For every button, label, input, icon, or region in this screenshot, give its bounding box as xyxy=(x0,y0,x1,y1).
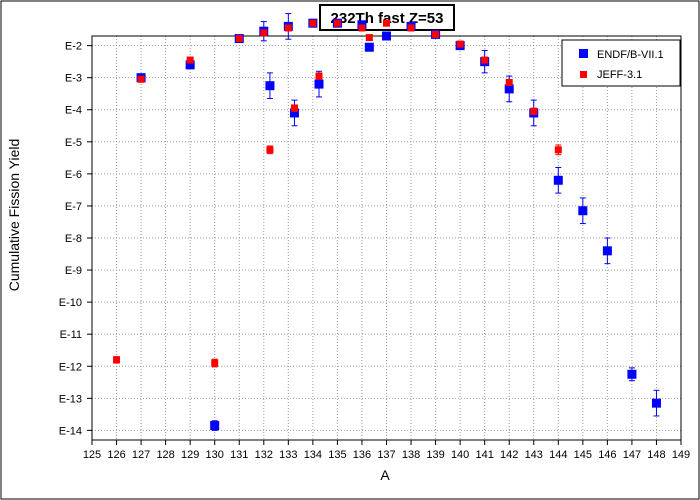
data-point xyxy=(315,72,323,80)
x-tick-label: 128 xyxy=(156,449,174,461)
x-tick-label: 137 xyxy=(377,449,395,461)
x-tick-label: 131 xyxy=(230,449,248,461)
data-point xyxy=(505,78,513,86)
data-point xyxy=(289,108,299,118)
data-point xyxy=(284,24,292,32)
data-layer xyxy=(113,13,661,431)
y-tick-label: E-6 xyxy=(65,169,82,181)
data-point xyxy=(382,31,391,41)
data-point xyxy=(137,75,145,83)
x-tick-label: 149 xyxy=(672,449,690,461)
x-tick-label: 126 xyxy=(107,449,125,461)
legend-box xyxy=(561,39,681,87)
data-point xyxy=(266,146,274,154)
data-point xyxy=(211,359,219,367)
x-tick-label: 143 xyxy=(525,449,543,461)
x-tick-label: 135 xyxy=(328,449,346,461)
y-tick-label: E-7 xyxy=(65,201,82,213)
data-point xyxy=(530,107,538,115)
x-tick-label: 136 xyxy=(353,449,371,461)
data-point xyxy=(383,19,390,27)
data-point xyxy=(235,35,243,43)
data-point xyxy=(456,40,464,48)
x-tick-label: 141 xyxy=(475,449,493,461)
y-tick-label: E-3 xyxy=(65,73,82,85)
data-point xyxy=(481,56,489,64)
y-tick-label: E-10 xyxy=(59,297,82,309)
data-point xyxy=(407,24,415,32)
y-tick-label: E-11 xyxy=(60,329,82,341)
legend-label-jeff: JEFF-3.1 xyxy=(597,69,642,81)
data-point xyxy=(210,421,220,431)
data-point xyxy=(113,356,121,364)
tick-layer: 125 126 127 128 129 130 131 132 133 134 135 136 137 1… xyxy=(59,41,690,461)
data-point xyxy=(314,79,324,89)
data-point xyxy=(309,19,317,27)
x-tick-label: 127 xyxy=(132,449,150,461)
y-tick-label: E-14 xyxy=(59,425,82,437)
y-tick-label: E-4 xyxy=(65,105,82,117)
y-tick-label: E-12 xyxy=(59,361,82,373)
data-point xyxy=(553,175,563,185)
x-tick-label: 147 xyxy=(623,449,641,461)
data-point xyxy=(260,29,268,37)
legend: ENDF/B-VII.1 JEFF-3.1 xyxy=(561,39,681,87)
y-tick-label: E-8 xyxy=(65,233,82,245)
data-point xyxy=(627,369,637,379)
x-tick-label: 134 xyxy=(304,449,322,461)
data-point xyxy=(578,206,588,216)
legend-marker-endf xyxy=(579,49,588,58)
x-tick-label: 125 xyxy=(83,449,101,461)
data-point xyxy=(365,34,373,42)
data-point xyxy=(265,81,275,91)
x-tick-label: 129 xyxy=(181,449,199,461)
data-point xyxy=(358,24,366,32)
data-point xyxy=(186,56,194,64)
x-tick-label: 130 xyxy=(206,449,224,461)
data-point xyxy=(185,60,195,70)
y-tick-label: E-9 xyxy=(65,265,82,277)
x-axis-title: A xyxy=(380,467,390,483)
series-jeff xyxy=(113,19,562,368)
data-point xyxy=(554,146,562,154)
x-tick-label: 148 xyxy=(647,449,665,461)
x-tick-label: 144 xyxy=(549,449,567,461)
legend-label-endf: ENDF/B-VII.1 xyxy=(597,49,664,61)
x-tick-label: 139 xyxy=(426,449,444,461)
y-tick-label: E-2 xyxy=(65,41,82,53)
x-tick-label: 133 xyxy=(279,449,297,461)
x-tick-label: 138 xyxy=(402,449,420,461)
x-tick-label: 132 xyxy=(255,449,273,461)
x-tick-label: 145 xyxy=(574,449,592,461)
data-point xyxy=(290,104,298,112)
data-point xyxy=(651,398,661,408)
data-point xyxy=(504,84,514,94)
y-tick-label: E-5 xyxy=(65,137,82,149)
data-point xyxy=(602,246,612,256)
y-tick-label: E-13 xyxy=(59,393,82,405)
data-point xyxy=(432,30,440,38)
legend-marker-jeff xyxy=(580,71,587,78)
data-point xyxy=(333,19,341,27)
x-tick-label: 142 xyxy=(500,449,518,461)
x-tick-label: 146 xyxy=(598,449,616,461)
x-tick-label: 140 xyxy=(451,449,469,461)
grid-layer xyxy=(92,36,681,440)
data-point xyxy=(364,42,374,52)
y-axis-title: Cumulative Fission Yield xyxy=(6,139,22,292)
